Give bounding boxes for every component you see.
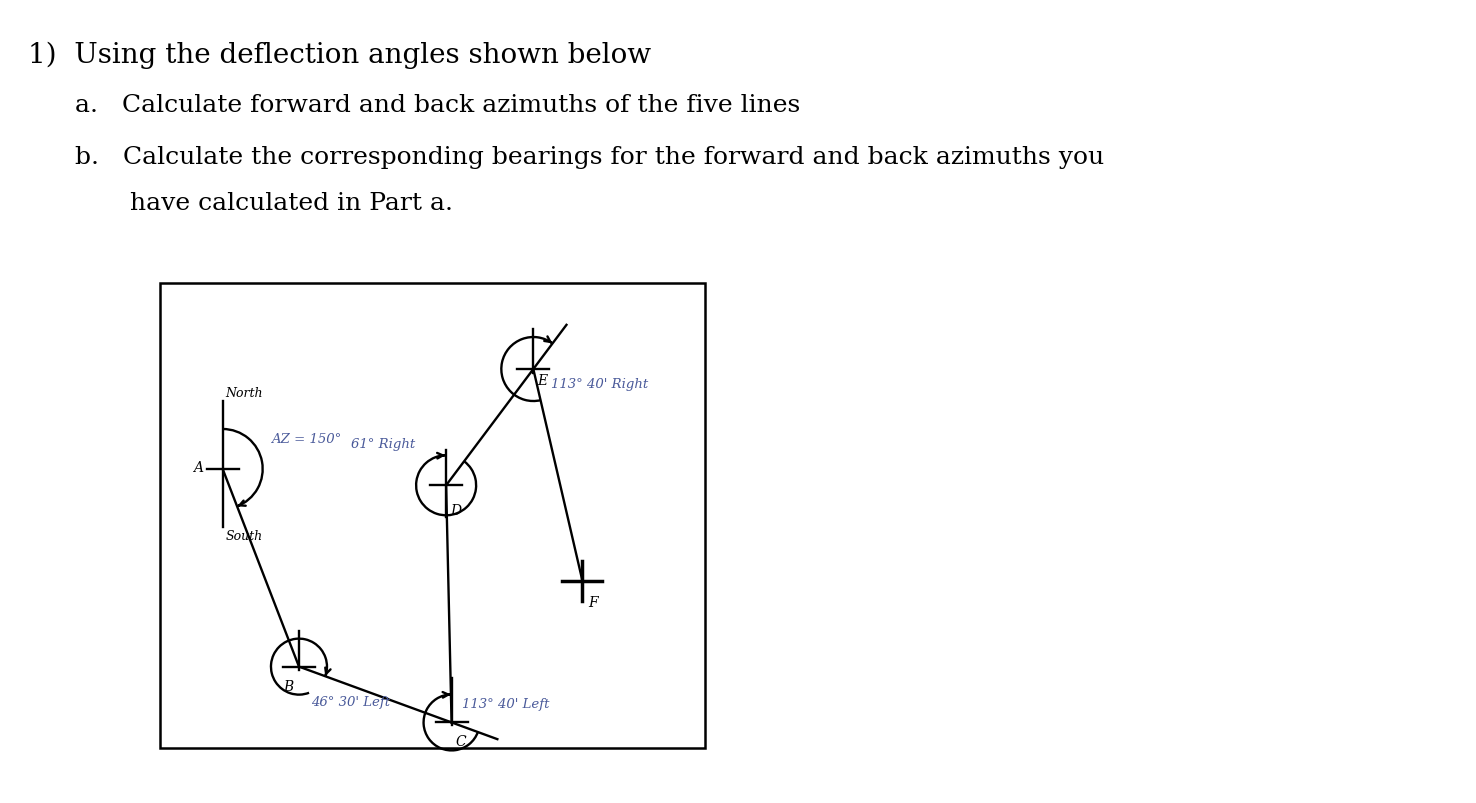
Text: 61° Right: 61° Right [351, 438, 415, 450]
Text: E: E [537, 373, 548, 388]
Text: A: A [193, 460, 202, 475]
Text: have calculated in Part a.: have calculated in Part a. [130, 192, 453, 214]
Text: South: South [226, 529, 263, 542]
Bar [159, 283, 706, 748]
Text: b.   Calculate the corresponding bearings for the forward and back azimuths you: b. Calculate the corresponding bearings … [75, 146, 1104, 169]
Text: F: F [589, 595, 598, 609]
Text: 113° 40' Right: 113° 40' Right [552, 377, 648, 390]
Text: a.   Calculate forward and back azimuths of the five lines: a. Calculate forward and back azimuths o… [75, 94, 800, 117]
Text: 46° 30' Left: 46° 30' Left [311, 695, 390, 707]
Text: AZ = 150°: AZ = 150° [270, 433, 341, 446]
Text: B: B [283, 679, 292, 693]
Text: C: C [456, 735, 466, 748]
Text: 1)  Using the deflection angles shown below: 1) Using the deflection angles shown bel… [28, 42, 651, 69]
Text: D: D [450, 503, 461, 518]
Text: North: North [226, 386, 263, 400]
Text: 113° 40' Left: 113° 40' Left [462, 698, 549, 711]
